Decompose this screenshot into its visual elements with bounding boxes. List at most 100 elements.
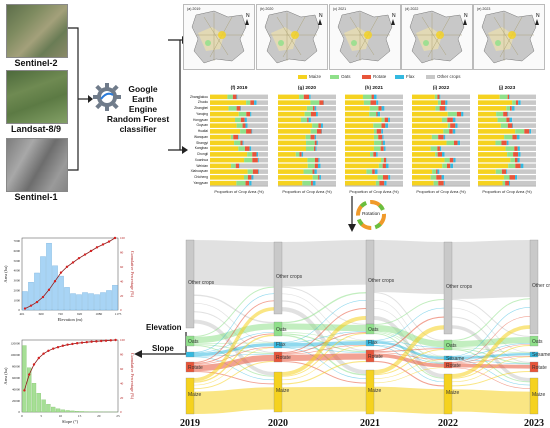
stacked-bar-segment	[232, 94, 237, 100]
stacked-bar-segment	[460, 140, 470, 146]
stacked-bar-segment	[303, 169, 313, 174]
stacked-bar-segment	[307, 117, 309, 123]
sankey-node	[273, 341, 283, 349]
stacked-bar-segment	[412, 180, 434, 186]
stacked-bar-segment	[412, 106, 436, 111]
stacked-bar-segment	[455, 117, 470, 123]
stacked-bar-segment	[478, 117, 498, 123]
sankey-flow	[281, 323, 367, 332]
stacked-bar-segment	[373, 94, 377, 100]
stacked-bar-segment	[412, 163, 443, 169]
stacked-bar-segment	[278, 134, 306, 140]
sankey-flow	[373, 344, 445, 364]
stacked-bar-segment	[247, 175, 252, 180]
stacked-bar-segment	[377, 152, 403, 157]
legend-label: Maize	[309, 74, 322, 79]
sankey-node	[529, 335, 539, 347]
sankey-node	[185, 377, 195, 415]
stacked-bar-segment	[314, 163, 318, 169]
stacked-bar-segment	[249, 180, 252, 186]
histogram-bar	[88, 293, 94, 311]
bar-panel-title: (i) 2022	[432, 86, 450, 91]
stacked-bar-segment	[251, 146, 268, 151]
stacked-bar-segment	[278, 117, 301, 123]
stacked-bar-segment	[234, 140, 241, 146]
stacked-bar-segment	[515, 163, 521, 169]
legend-item: Oats	[330, 74, 351, 79]
map-panel-tag: (d) 2022	[405, 7, 419, 11]
stacked-bar-segment	[380, 157, 384, 163]
county-label: Zhuolu	[197, 100, 208, 105]
stacked-bar-segment	[252, 129, 268, 134]
stacked-bar-segment	[370, 100, 377, 105]
stacked-bar-segment	[438, 180, 444, 186]
stacked-bar-segment	[376, 111, 378, 117]
histogram-bar	[106, 290, 112, 311]
legend-label: Oats	[341, 74, 351, 79]
stacked-bar-segment	[210, 152, 248, 157]
sankey-node-label: Other crops	[532, 283, 550, 289]
stacked-bar-segment	[240, 106, 242, 111]
cumulative-point	[77, 256, 81, 260]
stacked-bar-segment	[240, 140, 243, 146]
sankey-flow	[373, 292, 445, 341]
stacked-bar-segment	[256, 152, 259, 157]
stacked-bar-segment	[377, 111, 381, 117]
stacked-bar-segment	[453, 140, 458, 146]
stacked-bar-segment	[316, 106, 336, 111]
county-label: Yanqing	[196, 111, 208, 116]
stacked-bar-segment	[386, 157, 387, 163]
stacked-bar-segment	[210, 106, 229, 111]
sankey-flow	[451, 325, 531, 378]
sankey-flow	[373, 359, 445, 379]
stacked-bar-segment	[245, 180, 250, 186]
sankey-node	[273, 351, 283, 363]
y2-tick-label: 0	[120, 308, 122, 312]
x-tick-label: 1080	[95, 312, 102, 316]
stacked-bar-segment	[495, 140, 502, 146]
stacked-bar-segment	[380, 111, 403, 117]
sankey-node-label: Sesame	[446, 356, 465, 362]
stacked-bar-segment	[345, 106, 370, 111]
stacked-bar-segment	[512, 134, 517, 140]
stacked-bar-segment	[381, 106, 385, 111]
cumulative-point	[37, 356, 40, 360]
county-label: Wanquan	[194, 134, 208, 139]
histogram-bar	[52, 265, 58, 311]
y-tick-label: 5000	[14, 259, 21, 263]
stacked-bar-segment	[443, 129, 450, 134]
stacked-bar-segment	[478, 106, 507, 111]
stacked-bar-segment	[257, 157, 259, 163]
stacked-bar-segment	[301, 152, 304, 157]
cumulative-point	[23, 307, 27, 310]
stacked-bar-chart	[412, 94, 470, 187]
stacked-bar-segment	[382, 134, 384, 140]
sankey-flow	[281, 300, 367, 343]
sankey-flow	[451, 298, 531, 341]
stacked-bar-segment	[457, 123, 470, 128]
rotation-icon	[356, 200, 386, 230]
stacked-bar-segment	[379, 180, 385, 186]
y-tick-label: 4000	[14, 269, 21, 273]
sankey-flow	[451, 371, 531, 387]
sankey-node	[529, 351, 539, 358]
y2-tick-label: 60	[120, 265, 124, 269]
sankey-flow	[193, 371, 275, 385]
sankey-flow	[451, 367, 531, 389]
stacked-bar-segment	[345, 157, 381, 163]
sankey-node-label: Other crops	[188, 280, 215, 286]
sankey-flow	[193, 354, 275, 372]
county-label: Chicheng	[194, 175, 208, 179]
stacked-bar-segment	[455, 129, 470, 134]
stacked-bar-segment	[299, 152, 302, 157]
rf-label: Random Forest classifier	[106, 114, 170, 134]
cumulative-point	[95, 246, 99, 249]
stacked-bar-segment	[439, 146, 442, 151]
stacked-bar-segment	[310, 100, 320, 105]
stacked-bar-segment	[442, 163, 447, 169]
sankey-year-label: 2021	[360, 418, 380, 428]
histogram-bar	[27, 367, 32, 413]
cumulative-point	[23, 389, 26, 392]
legend-item: Rotate	[362, 74, 386, 79]
stacked-bar-segment	[478, 100, 513, 105]
